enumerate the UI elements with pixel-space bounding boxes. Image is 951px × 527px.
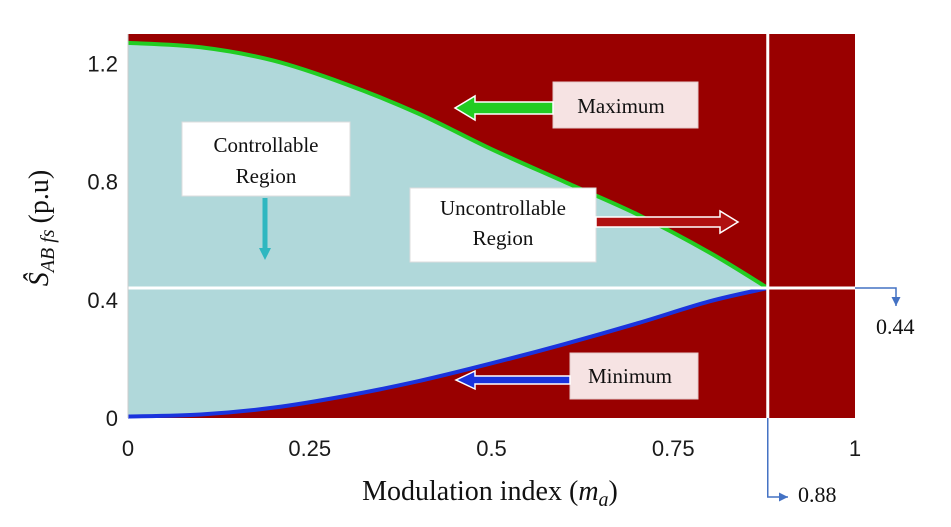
minimum-curve — [127, 286, 769, 419]
controllable-region-label: Controllable Region — [181, 121, 351, 260]
y-axis-title: ŜAB fs(p.u) — [24, 170, 59, 286]
svg-text:Maximum: Maximum — [577, 94, 665, 118]
svg-text:Region: Region — [236, 164, 297, 188]
x-tick-label: 0.5 — [476, 436, 507, 461]
svg-text:Minimum: Minimum — [588, 364, 672, 388]
x-marker-value: 0.88 — [798, 482, 837, 507]
x-axis-title: Modulation index (ma) — [362, 476, 618, 511]
svg-text:Controllable: Controllable — [214, 133, 319, 157]
y-tick-label: 0.8 — [87, 170, 118, 195]
svg-text:Region: Region — [473, 226, 534, 250]
x-tick-labels: 0 0.25 0.5 0.75 1 — [122, 436, 861, 461]
y-tick-label: 0 — [106, 406, 118, 431]
maximum-curve — [127, 40, 769, 290]
x-tick-label: 0 — [122, 436, 134, 461]
y-tick-label: 1.2 — [87, 52, 118, 77]
x-tick-label: 1 — [849, 436, 861, 461]
x-marker-callout-arrow — [767, 418, 788, 502]
minimum-label: Minimum — [454, 352, 699, 400]
uncontrollable-region-label: Uncontrollable Region — [409, 187, 740, 263]
y-marker-callout-arrow — [855, 287, 901, 306]
y-tick-labels: 0 0.4 0.8 1.2 — [87, 52, 118, 431]
x-tick-label: 0.25 — [288, 436, 331, 461]
y-marker-value: 0.44 — [876, 314, 915, 339]
maximum-label: Maximum — [453, 81, 699, 129]
x-tick-label: 0.75 — [652, 436, 695, 461]
svg-text:Uncontrollable: Uncontrollable — [440, 196, 566, 220]
y-tick-label: 0.4 — [87, 288, 118, 313]
